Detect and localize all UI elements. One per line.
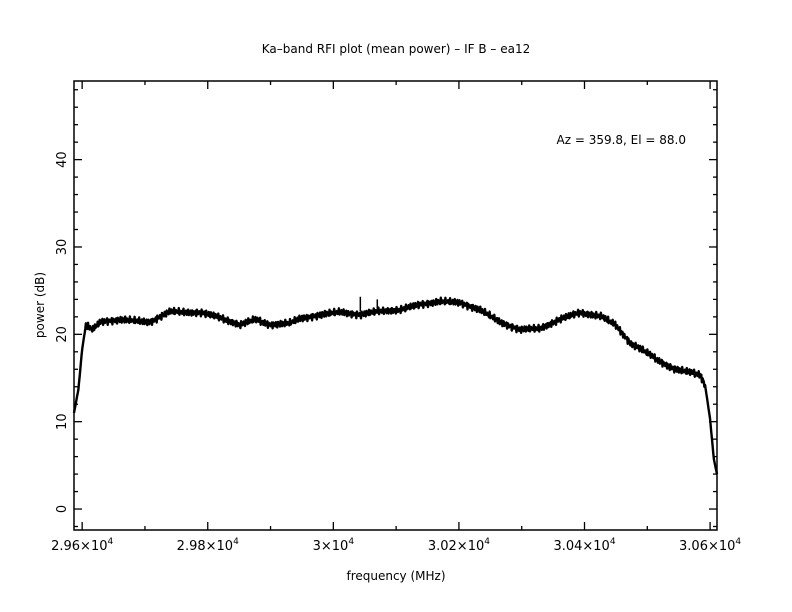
x-axis-label: frequency (MHz): [346, 569, 445, 583]
y-tick-label: 40: [55, 151, 70, 168]
x-tick-label: 2.98×104: [177, 537, 239, 554]
tick-labels: 2.96×104 2.98×104 3×104 3.02×104 3.04×104 3.0…: [51, 151, 741, 554]
x-tick-label: 3.06×104: [679, 537, 741, 554]
y-tick-label: 0: [55, 505, 70, 513]
x-tick-label: 3.04×104: [553, 537, 615, 554]
y-tick-label: 20: [55, 326, 70, 343]
plot-frame: [73, 80, 718, 531]
y-tick-label: 30: [55, 239, 70, 256]
annotation-az-el: Az = 359.8, El = 88.0: [557, 133, 687, 147]
axis-ticks: [74, 81, 717, 530]
y-axis-label: power (dB): [33, 272, 47, 338]
x-tick-label: 2.96×104: [51, 537, 113, 554]
series-group: [72, 296, 719, 475]
x-tick-label: 3.02×104: [428, 537, 490, 554]
y-tick-label: 10: [55, 413, 70, 430]
series-line-mean-power: [72, 296, 719, 475]
chart-title: Ka–band RFI plot (mean power) – IF B – e…: [262, 42, 530, 56]
x-tick-label: 3×104: [313, 537, 355, 554]
